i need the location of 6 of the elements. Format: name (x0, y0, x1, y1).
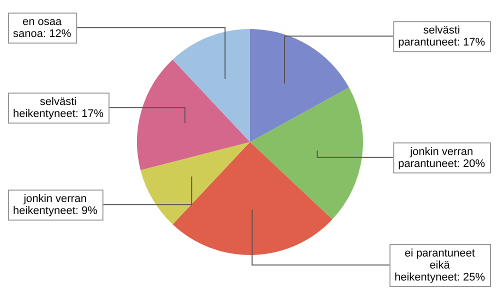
slice-label: selvästi parantuneet: 17% (398, 24, 486, 49)
slice-label: ei parantuneet eikä heikentyneet: 25% (394, 247, 486, 284)
slice-label: selvästi heikentyneet: 17% (12, 96, 104, 120)
slice-label: en osaa sanoa: 12% (12, 16, 72, 40)
slice-label: jonkin verran parantuneet: 20% (398, 146, 486, 170)
slice-label: jonkin verran heikentyneet: 9% (13, 193, 98, 218)
